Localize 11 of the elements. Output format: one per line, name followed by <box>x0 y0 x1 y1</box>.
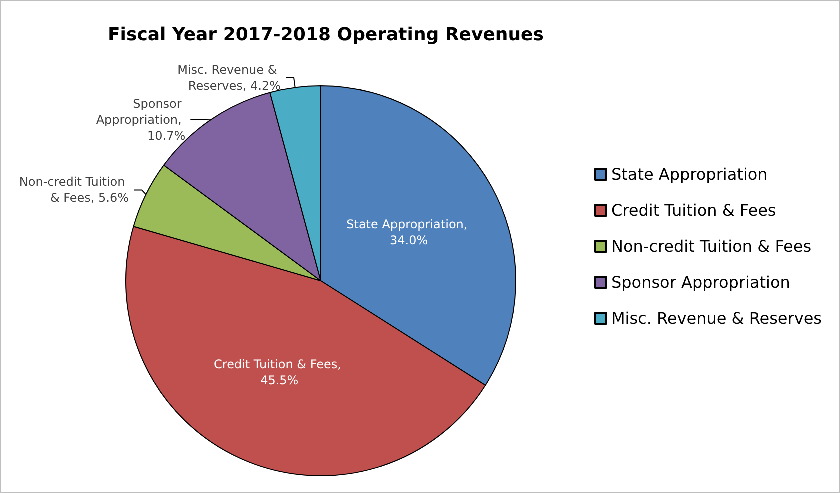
legend-label: State Appropriation <box>611 165 768 184</box>
data-label: State Appropriation, 34.0% <box>346 218 472 248</box>
legend-label: Credit Tuition & Fees <box>611 201 776 220</box>
data-label: Non-credit Tuition & Fees, 5.6% <box>19 175 130 206</box>
data-label: Credit Tuition & Fees, 45.5% <box>214 358 346 388</box>
chart-title: Fiscal Year 2017-2018 Operating Revenues <box>108 24 544 46</box>
data-label: Sponsor Appropriation, 10.7% <box>96 96 186 143</box>
legend-label: Misc. Revenue & Reserves <box>611 309 822 328</box>
data-label: Misc. Revenue & Reserves, 4.2% <box>178 62 282 93</box>
legend-label: Sponsor Appropriation <box>611 273 790 292</box>
legend-label: Non-credit Tuition & Fees <box>611 237 812 256</box>
